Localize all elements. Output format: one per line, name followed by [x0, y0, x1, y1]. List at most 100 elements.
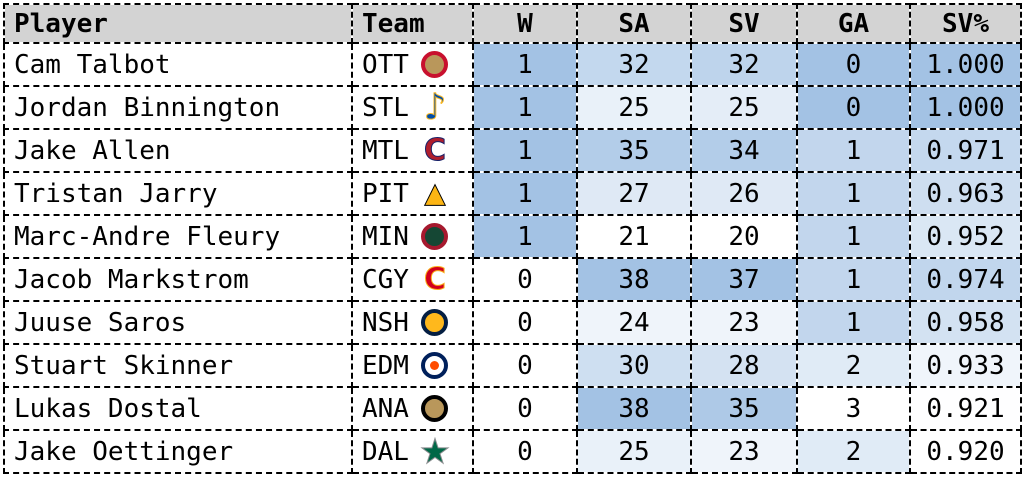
canadiens-logo: C — [418, 134, 452, 168]
cell-w: 0 — [472, 257, 578, 302]
cell-team: STL ♪ — [351, 85, 474, 130]
cell-team: PIT ▲ — [351, 171, 474, 216]
table-row: Lukas Dostal ANA 0 38 35 3 0.921 — [3, 386, 1022, 431]
cell-ga: 1 — [796, 300, 911, 345]
cell-sa: 35 — [576, 128, 692, 173]
cell-team: NSH — [351, 300, 474, 345]
cell-sv: 25 — [690, 85, 798, 130]
team-cell-content: MTL C — [362, 134, 452, 168]
cell-sv: 32 — [690, 42, 798, 87]
table-row: Juuse Saros NSH 0 24 23 1 0.958 — [3, 300, 1022, 345]
cell-player: Juuse Saros — [3, 300, 353, 345]
blues-note-logo-mark: ♪ — [423, 86, 447, 128]
cell-team: CGY C — [351, 257, 474, 302]
cell-sv_pct: 0.958 — [909, 300, 1022, 345]
wild-logo-mark — [421, 223, 449, 250]
cell-team: EDM — [351, 343, 474, 388]
column-header-save-pct: SV% — [909, 3, 1022, 44]
header-row: Player Team W SA SV GA SV% — [3, 3, 1022, 44]
cell-ga: 1 — [796, 214, 911, 259]
cell-ga: 3 — [796, 386, 911, 431]
cell-sv_pct: 0.952 — [909, 214, 1022, 259]
cell-ga: 0 — [796, 42, 911, 87]
cell-ga: 2 — [796, 343, 911, 388]
column-header-saves: SV — [690, 3, 798, 44]
column-header-player: Player — [3, 3, 353, 44]
cell-w: 1 — [472, 128, 578, 173]
cell-sa: 25 — [576, 85, 692, 130]
flames-logo: C — [418, 263, 452, 297]
senators-logo — [418, 48, 452, 82]
cell-sa: 30 — [576, 343, 692, 388]
cell-sv_pct: 0.933 — [909, 343, 1022, 388]
team-cell-content: PIT ▲ — [362, 177, 452, 211]
team-abbreviation: ANA — [362, 393, 409, 424]
cell-sv_pct: 1.000 — [909, 85, 1022, 130]
goalie-stats-table: Player Team W SA SV GA SV% Cam Talbot OTT… — [3, 3, 1022, 474]
cell-ga: 1 — [796, 128, 911, 173]
team-cell-content: EDM — [362, 349, 452, 383]
cell-player: Stuart Skinner — [3, 343, 353, 388]
cell-player: Jake Oettinger — [3, 429, 353, 474]
cell-sa: 21 — [576, 214, 692, 259]
table-row: Jake Oettinger DAL ★ 0 25 23 2 0.920 — [3, 429, 1022, 474]
cell-sa: 25 — [576, 429, 692, 474]
team-cell-content: DAL ★ — [362, 431, 452, 472]
cell-sa: 38 — [576, 257, 692, 302]
cell-w: 1 — [472, 171, 578, 216]
cell-w: 1 — [472, 42, 578, 87]
cell-team: ANA — [351, 386, 474, 431]
cell-w: 0 — [472, 386, 578, 431]
cell-team: MTL C — [351, 128, 474, 173]
cell-sa: 27 — [576, 171, 692, 216]
cell-player: Marc-Andre Fleury — [3, 214, 353, 259]
column-header-team: Team — [351, 3, 474, 44]
ducks-logo — [418, 392, 452, 426]
table-row: Tristan Jarry PIT ▲ 1 27 26 1 0.963 — [3, 171, 1022, 216]
cell-player: Cam Talbot — [3, 42, 353, 87]
table-body: Cam Talbot OTT 1 32 32 0 1.000 Jordan Binningto… — [3, 42, 1022, 474]
table-row: Jake Allen MTL C 1 35 34 1 0.971 — [3, 128, 1022, 173]
flames-logo-mark: C — [423, 261, 446, 297]
cell-ga: 0 — [796, 85, 911, 130]
cell-sv: 26 — [690, 171, 798, 216]
oilers-logo-mark — [421, 352, 449, 379]
cell-sv: 23 — [690, 300, 798, 345]
oilers-logo-accent — [430, 361, 440, 370]
cell-sv_pct: 0.920 — [909, 429, 1022, 474]
table-row: Marc-Andre Fleury MIN 1 21 20 1 0.952 — [3, 214, 1022, 259]
blues-note-logo: ♪ — [418, 86, 452, 128]
cell-sa: 32 — [576, 42, 692, 87]
team-abbreviation: OTT — [362, 49, 409, 80]
team-abbreviation: MTL — [362, 135, 409, 166]
cell-w: 0 — [472, 429, 578, 474]
team-cell-content: STL ♪ — [362, 86, 452, 128]
predators-logo — [418, 306, 452, 340]
table-row: Jordan Binnington STL ♪ 1 25 25 0 1.000 — [3, 85, 1022, 130]
cell-player: Jordan Binnington — [3, 85, 353, 130]
stars-logo: ★ — [418, 431, 452, 472]
penguins-logo: ▲ — [418, 177, 452, 211]
stars-logo-mark: ★ — [419, 431, 451, 472]
cell-player: Tristan Jarry — [3, 171, 353, 216]
ducks-logo-mark — [421, 395, 449, 422]
cell-ga: 2 — [796, 429, 911, 474]
table-row: Stuart Skinner EDM 0 30 28 2 0.933 — [3, 343, 1022, 388]
cell-player: Lukas Dostal — [3, 386, 353, 431]
cell-sv_pct: 1.000 — [909, 42, 1022, 87]
table-header: Player Team W SA SV GA SV% — [3, 3, 1022, 44]
cell-w: 1 — [472, 85, 578, 130]
team-cell-content: CGY C — [362, 263, 452, 297]
predators-logo-mark — [421, 309, 449, 336]
column-header-shots-against: SA — [576, 3, 692, 44]
cell-w: 0 — [472, 300, 578, 345]
cell-sv: 37 — [690, 257, 798, 302]
column-header-wins: W — [472, 3, 578, 44]
cell-player: Jake Allen — [3, 128, 353, 173]
cell-sv: 20 — [690, 214, 798, 259]
oilers-logo — [418, 349, 452, 383]
team-cell-content: NSH — [362, 306, 452, 340]
cell-sv_pct: 0.921 — [909, 386, 1022, 431]
team-cell-content: ANA — [362, 392, 452, 426]
